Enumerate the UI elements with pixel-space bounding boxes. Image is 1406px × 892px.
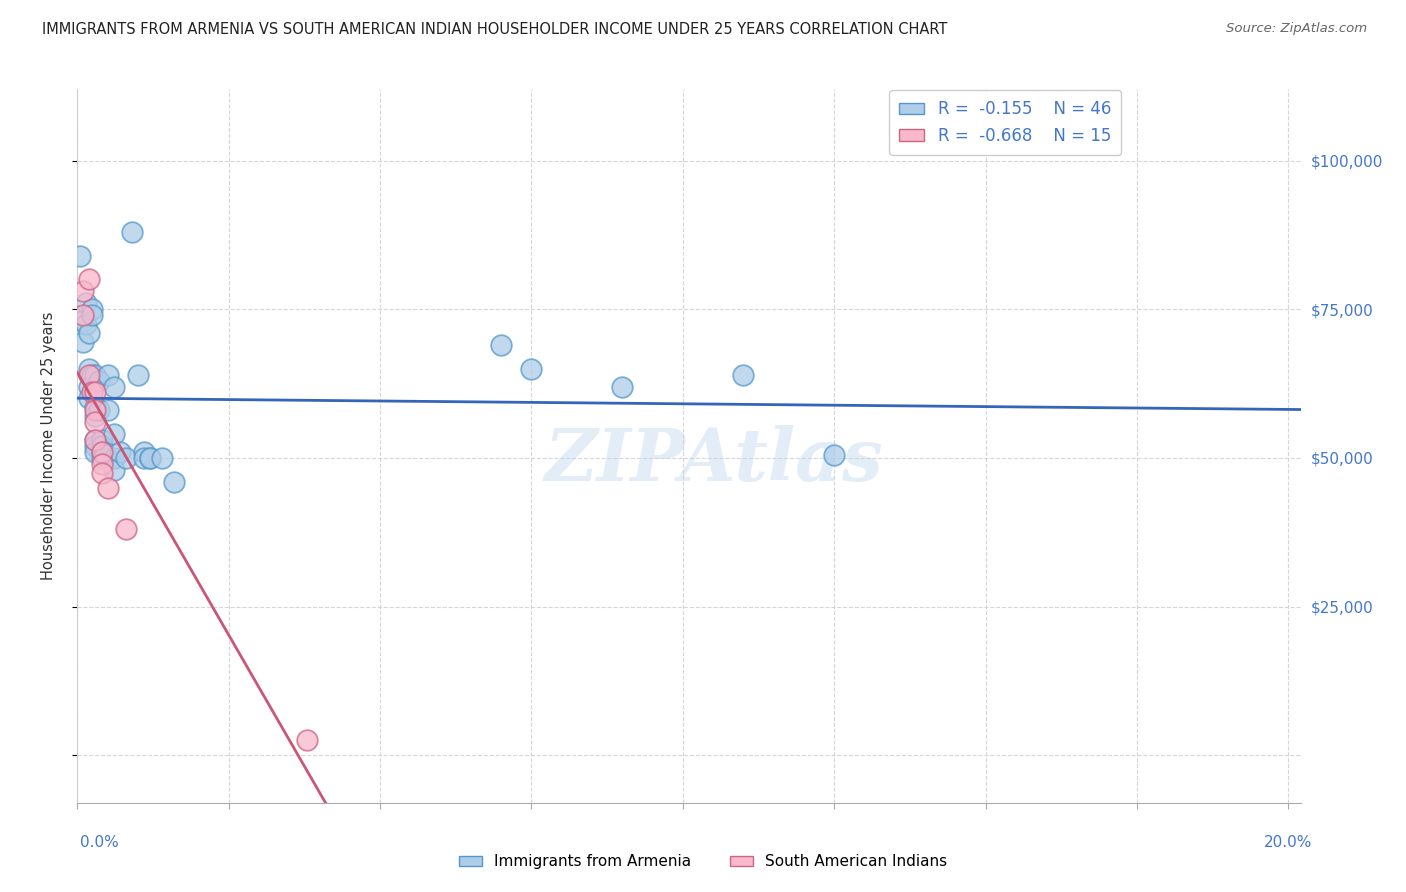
Text: ZIPAtlas: ZIPAtlas	[544, 425, 883, 496]
Point	[84, 433, 107, 447]
Point	[82, 308, 104, 322]
Point	[79, 379, 101, 393]
Point	[93, 448, 115, 462]
Point	[72, 308, 94, 322]
Point	[79, 326, 101, 340]
Point	[84, 385, 107, 400]
Legend: Immigrants from Armenia, South American Indians: Immigrants from Armenia, South American …	[453, 848, 953, 875]
Legend: R =  -0.155    N = 46, R =  -0.668    N = 15: R = -0.155 N = 46, R = -0.668 N = 15	[889, 90, 1121, 154]
Point	[87, 374, 110, 388]
Point	[84, 401, 107, 415]
Point	[97, 368, 120, 382]
Point	[82, 302, 104, 317]
Text: IMMIGRANTS FROM ARMENIA VS SOUTH AMERICAN INDIAN HOUSEHOLDER INCOME UNDER 25 YEA: IMMIGRANTS FROM ARMENIA VS SOUTH AMERICA…	[42, 22, 948, 37]
Point	[84, 409, 107, 424]
Point	[90, 433, 112, 447]
Point	[114, 450, 136, 465]
Point	[84, 445, 107, 459]
Point	[82, 368, 104, 382]
Point	[69, 249, 91, 263]
Point	[150, 450, 173, 465]
Point	[132, 450, 155, 465]
Point	[84, 403, 107, 417]
Point	[108, 445, 131, 459]
Point	[612, 379, 634, 393]
Point	[297, 733, 319, 747]
Point	[72, 334, 94, 349]
Point	[132, 445, 155, 459]
Point	[103, 427, 125, 442]
Point	[79, 361, 101, 376]
Point	[114, 522, 136, 536]
Point	[90, 445, 112, 459]
Point	[823, 448, 845, 462]
Text: 20.0%: 20.0%	[1264, 835, 1312, 849]
Point	[75, 296, 97, 310]
Point	[97, 403, 120, 417]
Text: 0.0%: 0.0%	[80, 835, 120, 849]
Point	[103, 379, 125, 393]
Point	[79, 392, 101, 406]
Point	[90, 445, 112, 459]
Point	[84, 368, 107, 382]
Point	[163, 475, 186, 489]
Point	[103, 450, 125, 465]
Point	[103, 463, 125, 477]
Point	[90, 450, 112, 465]
Point	[84, 415, 107, 429]
Point	[121, 225, 143, 239]
Point	[127, 368, 149, 382]
Point	[84, 433, 107, 447]
Point	[733, 368, 755, 382]
Point	[87, 403, 110, 417]
Text: Source: ZipAtlas.com: Source: ZipAtlas.com	[1226, 22, 1367, 36]
Point	[90, 466, 112, 480]
Point	[72, 314, 94, 328]
Point	[520, 361, 543, 376]
Point	[82, 385, 104, 400]
Point	[79, 368, 101, 382]
Point	[139, 450, 162, 465]
Point	[90, 439, 112, 453]
Point	[97, 481, 120, 495]
Point	[72, 285, 94, 299]
Point	[75, 317, 97, 331]
Point	[139, 450, 162, 465]
Point	[84, 439, 107, 453]
Point	[90, 457, 112, 471]
Point	[489, 338, 512, 352]
Y-axis label: Householder Income Under 25 years: Householder Income Under 25 years	[42, 312, 56, 580]
Point	[79, 272, 101, 286]
